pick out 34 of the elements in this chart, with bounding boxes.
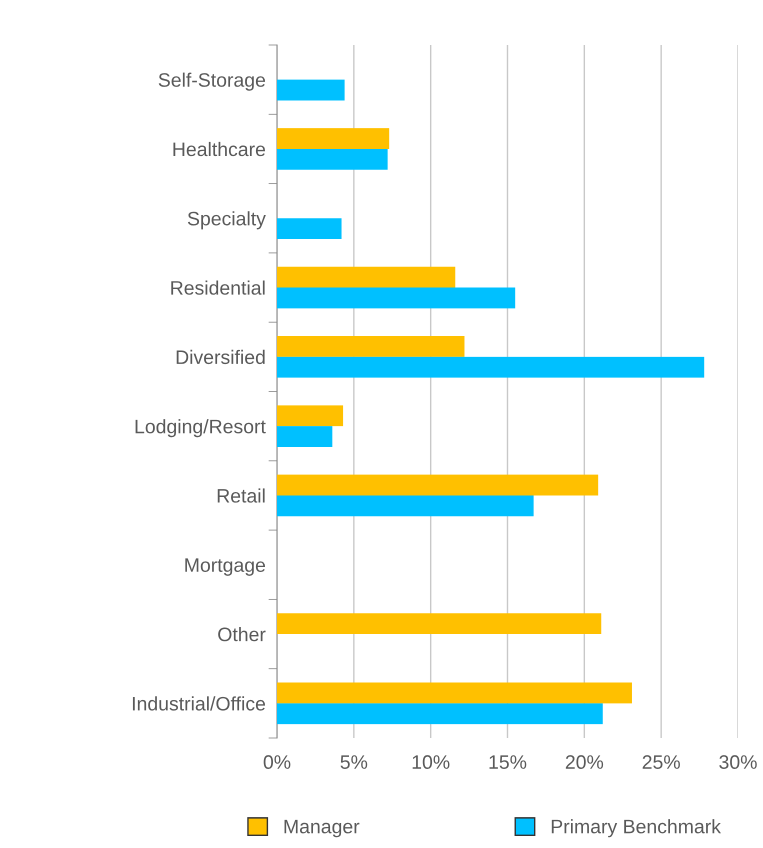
- bar: [277, 148, 388, 170]
- y-tick-label: Healthcare: [173, 142, 266, 156]
- bar: [277, 426, 332, 447]
- bar: [277, 613, 602, 634]
- y-tick-label: Specialty: [188, 211, 266, 230]
- y-tick-label: Retail: [218, 488, 265, 503]
- bar: [277, 266, 456, 288]
- bar: [277, 356, 704, 378]
- y-tick-label: Residential: [171, 280, 265, 295]
- bar: [277, 495, 534, 516]
- bar: [277, 682, 632, 704]
- x-tick-label: 25%: [642, 755, 680, 769]
- x-tick-label: 15%: [490, 755, 526, 769]
- bar: [277, 703, 603, 724]
- legend-label: Manager: [284, 820, 360, 838]
- x-tick-label: 30%: [719, 755, 757, 769]
- y-tick-label: Mortgage: [185, 558, 266, 576]
- x-tick-label: 10%: [412, 755, 450, 769]
- legend-label: Primary Benchmark: [552, 819, 721, 838]
- bar: [277, 288, 516, 308]
- bar: [277, 128, 390, 149]
- y-tick-label: Other: [218, 627, 266, 642]
- y-tick-label: Lodging/Resort: [136, 419, 266, 438]
- y-tick-label: Industrial/Office: [132, 696, 266, 711]
- x-tick-label: 0%: [264, 755, 290, 769]
- bar: [277, 405, 344, 426]
- x-tick-label: 5%: [340, 755, 368, 769]
- bar: [277, 80, 345, 100]
- bar: [277, 474, 598, 496]
- bar: [277, 336, 464, 357]
- x-tick-label: 20%: [566, 755, 604, 769]
- y-tick-label: Diversified: [176, 350, 265, 364]
- bar: [277, 218, 342, 240]
- y-tick-label: Self-Storage: [158, 72, 266, 91]
